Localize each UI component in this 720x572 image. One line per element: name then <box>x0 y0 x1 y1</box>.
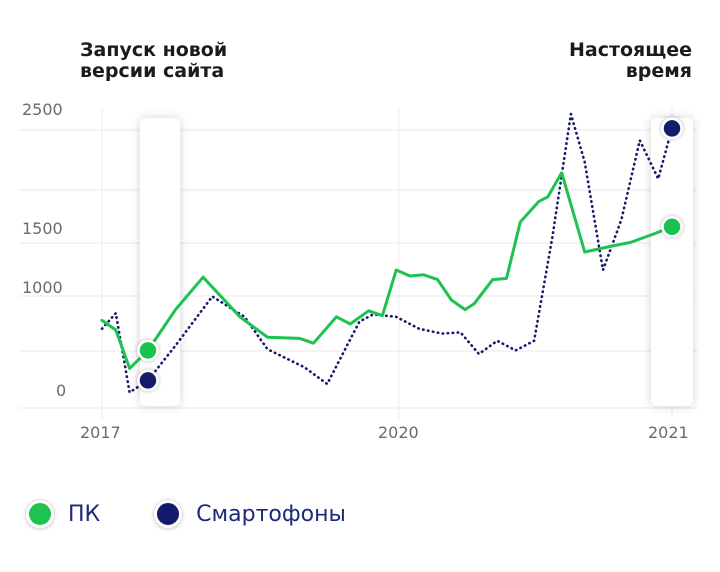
highlight-bands <box>140 118 693 406</box>
launch-annotation-line-2: версии сайта <box>80 60 225 82</box>
series-lines <box>100 112 674 394</box>
marker-pc-0 <box>137 339 159 362</box>
legend-label-smartphones: Смартофоны <box>196 501 346 527</box>
y-tick-label-2500: 2500 <box>22 100 63 119</box>
x-tick-label-2020: 2020 <box>378 423 419 442</box>
y-tick-label-1000: 1000 <box>22 278 63 297</box>
legend-item-smartphones[interactable]: Смартофоны <box>154 500 346 528</box>
present-highlight-band <box>651 118 693 406</box>
line-chart: 2500 1500 1000 0 2017 2020 2021 <box>20 100 698 442</box>
present-annotation-line-1: Настоящее <box>568 39 692 61</box>
legend-swatch-pc <box>26 500 54 528</box>
marker-smartphones-1 <box>661 117 683 140</box>
x-tick-label-2017: 2017 <box>80 423 121 442</box>
marker-pc-1 <box>661 216 683 238</box>
present-annotation-line-2: время <box>625 60 692 82</box>
launch-annotation-line-1: Запуск новой <box>80 39 228 61</box>
launch-annotation: Запуск новой версии сайта <box>80 40 227 82</box>
legend-swatch-smartphones <box>154 500 183 528</box>
series-line-smartphones <box>100 112 674 394</box>
marker-smartphones-0 <box>137 369 159 392</box>
x-tick-label-2021: 2021 <box>648 423 689 442</box>
y-tick-label-0: 0 <box>56 381 66 400</box>
y-tick-label-1500: 1500 <box>22 219 63 238</box>
legend: ПК Смартофоны <box>26 500 400 528</box>
launch-highlight-band <box>140 118 180 406</box>
legend-label-pc: ПК <box>68 501 101 527</box>
series-markers <box>137 117 683 392</box>
tick-labels: 2500 1500 1000 0 2017 2020 2021 <box>22 100 689 442</box>
present-annotation: Настоящее время <box>569 40 692 82</box>
grid <box>20 108 698 420</box>
series-line-pc <box>100 171 674 370</box>
legend-item-pc[interactable]: ПК <box>26 500 100 528</box>
